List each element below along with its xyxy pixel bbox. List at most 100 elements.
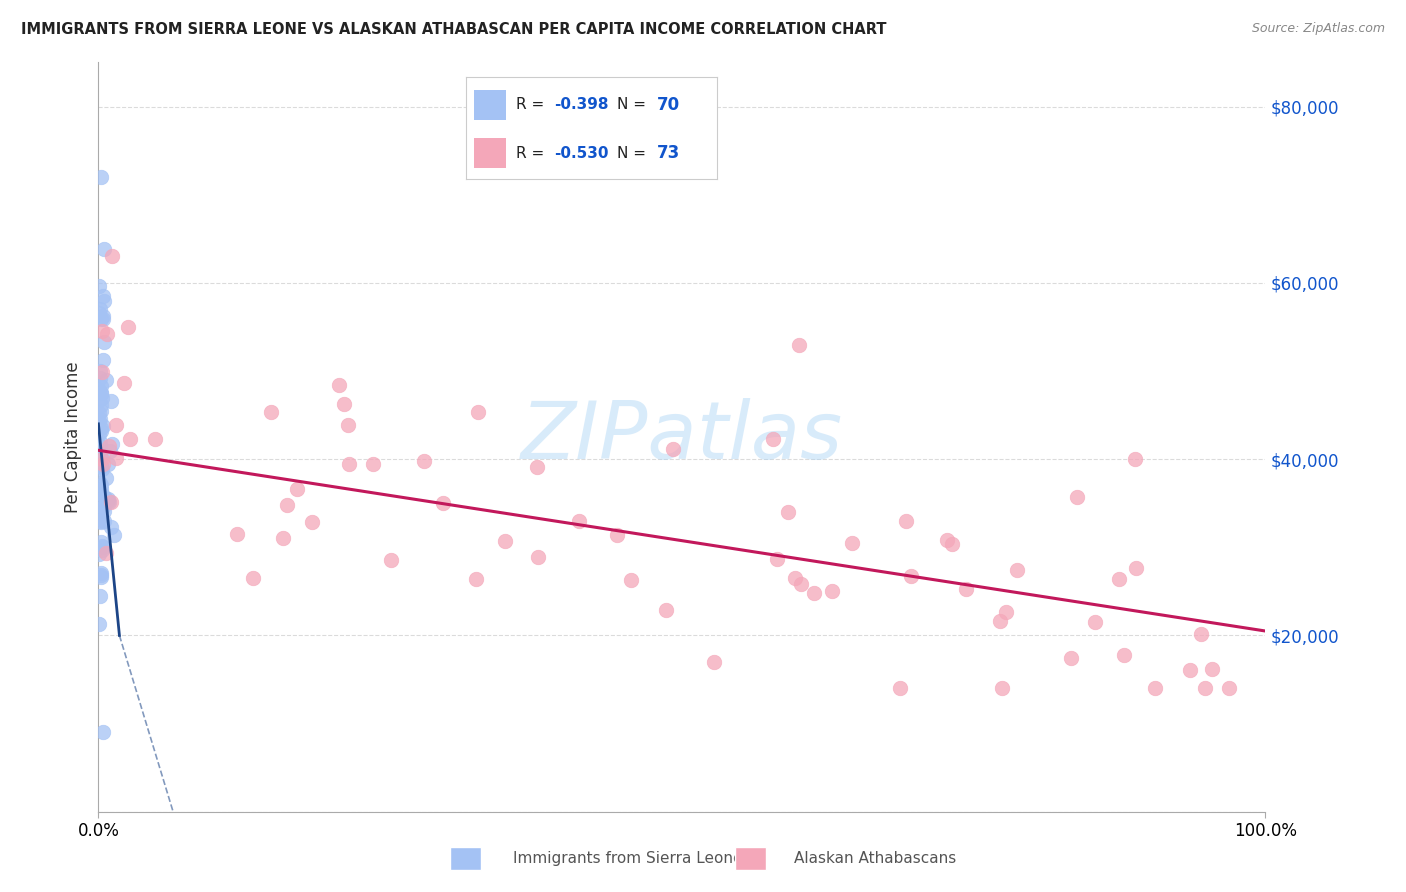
Point [568, 515, 591, 529]
Point [101, 249, 124, 263]
Point [89, 412, 111, 426]
Point [91, 540, 114, 554]
Point [1084, 615, 1107, 630]
Point [90, 487, 112, 501]
Point [467, 405, 489, 419]
Point [87, 617, 110, 632]
Point [90, 311, 112, 326]
Point [783, 571, 806, 585]
Text: Alaskan Athabascans: Alaskan Athabascans [794, 851, 956, 865]
Point [994, 605, 1017, 619]
Point [776, 505, 799, 519]
Point [662, 442, 685, 456]
Point [90, 567, 112, 582]
Point [90, 379, 112, 393]
Point [936, 533, 959, 548]
Point [100, 495, 122, 509]
Point [242, 571, 264, 585]
Point [89, 406, 111, 420]
Point [89, 414, 111, 428]
Point [90, 569, 112, 583]
Point [1194, 681, 1216, 696]
Point [1125, 451, 1147, 466]
Point [97, 491, 120, 506]
Point [90, 386, 112, 401]
Point [98, 444, 121, 458]
Point [789, 577, 811, 591]
Point [89, 301, 111, 316]
Point [117, 319, 139, 334]
Point [1005, 563, 1028, 577]
Point [93, 242, 115, 256]
Point [990, 681, 1012, 696]
Point [94, 373, 117, 387]
Point [87, 547, 110, 561]
Point [337, 458, 360, 472]
Point [89, 450, 111, 465]
Point [89, 439, 111, 453]
Point [87, 442, 110, 457]
Point [87, 427, 110, 442]
Point [955, 582, 977, 596]
Point [941, 537, 963, 551]
Point [93, 334, 115, 349]
Point [90, 421, 112, 435]
Point [464, 572, 486, 586]
Point [285, 482, 308, 496]
Point [90, 386, 112, 401]
Point [105, 417, 128, 432]
Point [276, 498, 298, 512]
Point [93, 504, 115, 518]
Point [889, 681, 911, 696]
Point [91, 725, 114, 739]
Point [90, 542, 112, 557]
Point [225, 527, 247, 541]
Point [301, 515, 323, 529]
Point [606, 528, 628, 542]
Point [336, 417, 359, 432]
Point [100, 519, 122, 533]
Point [494, 533, 516, 548]
Point [90, 403, 112, 417]
Point [1201, 662, 1223, 676]
Point [90, 482, 112, 496]
Point [412, 454, 434, 468]
Point [96, 327, 118, 342]
Point [90, 566, 112, 581]
Point [1108, 572, 1130, 586]
Point [93, 514, 115, 528]
Point [89, 392, 111, 407]
Point [91, 309, 114, 323]
Point [655, 603, 678, 617]
Text: IMMIGRANTS FROM SIERRA LEONE VS ALASKAN ATHABASCAN PER CAPITA INCOME CORRELATION: IMMIGRANTS FROM SIERRA LEONE VS ALASKAN … [21, 22, 887, 37]
Point [328, 378, 350, 392]
Point [114, 376, 136, 391]
Point [1060, 650, 1083, 665]
Point [89, 279, 111, 293]
Point [97, 458, 120, 472]
Point [988, 614, 1011, 628]
Point [90, 398, 112, 412]
Point [1112, 648, 1135, 662]
Point [94, 471, 117, 485]
Point [89, 589, 111, 603]
Point [93, 294, 115, 309]
Point [333, 397, 356, 411]
Point [90, 424, 112, 438]
Point [89, 364, 111, 378]
Point [87, 502, 110, 516]
Point [1066, 491, 1088, 505]
Point [90, 324, 112, 338]
Point [1180, 663, 1202, 677]
Point [87, 305, 110, 319]
Point [803, 586, 825, 600]
Point [143, 432, 166, 446]
Point [894, 514, 917, 528]
Point [103, 527, 125, 541]
Point [1189, 626, 1212, 640]
Point [620, 574, 643, 588]
Point [260, 405, 283, 419]
Point [94, 546, 117, 560]
Point [841, 536, 863, 550]
Point [380, 553, 402, 567]
